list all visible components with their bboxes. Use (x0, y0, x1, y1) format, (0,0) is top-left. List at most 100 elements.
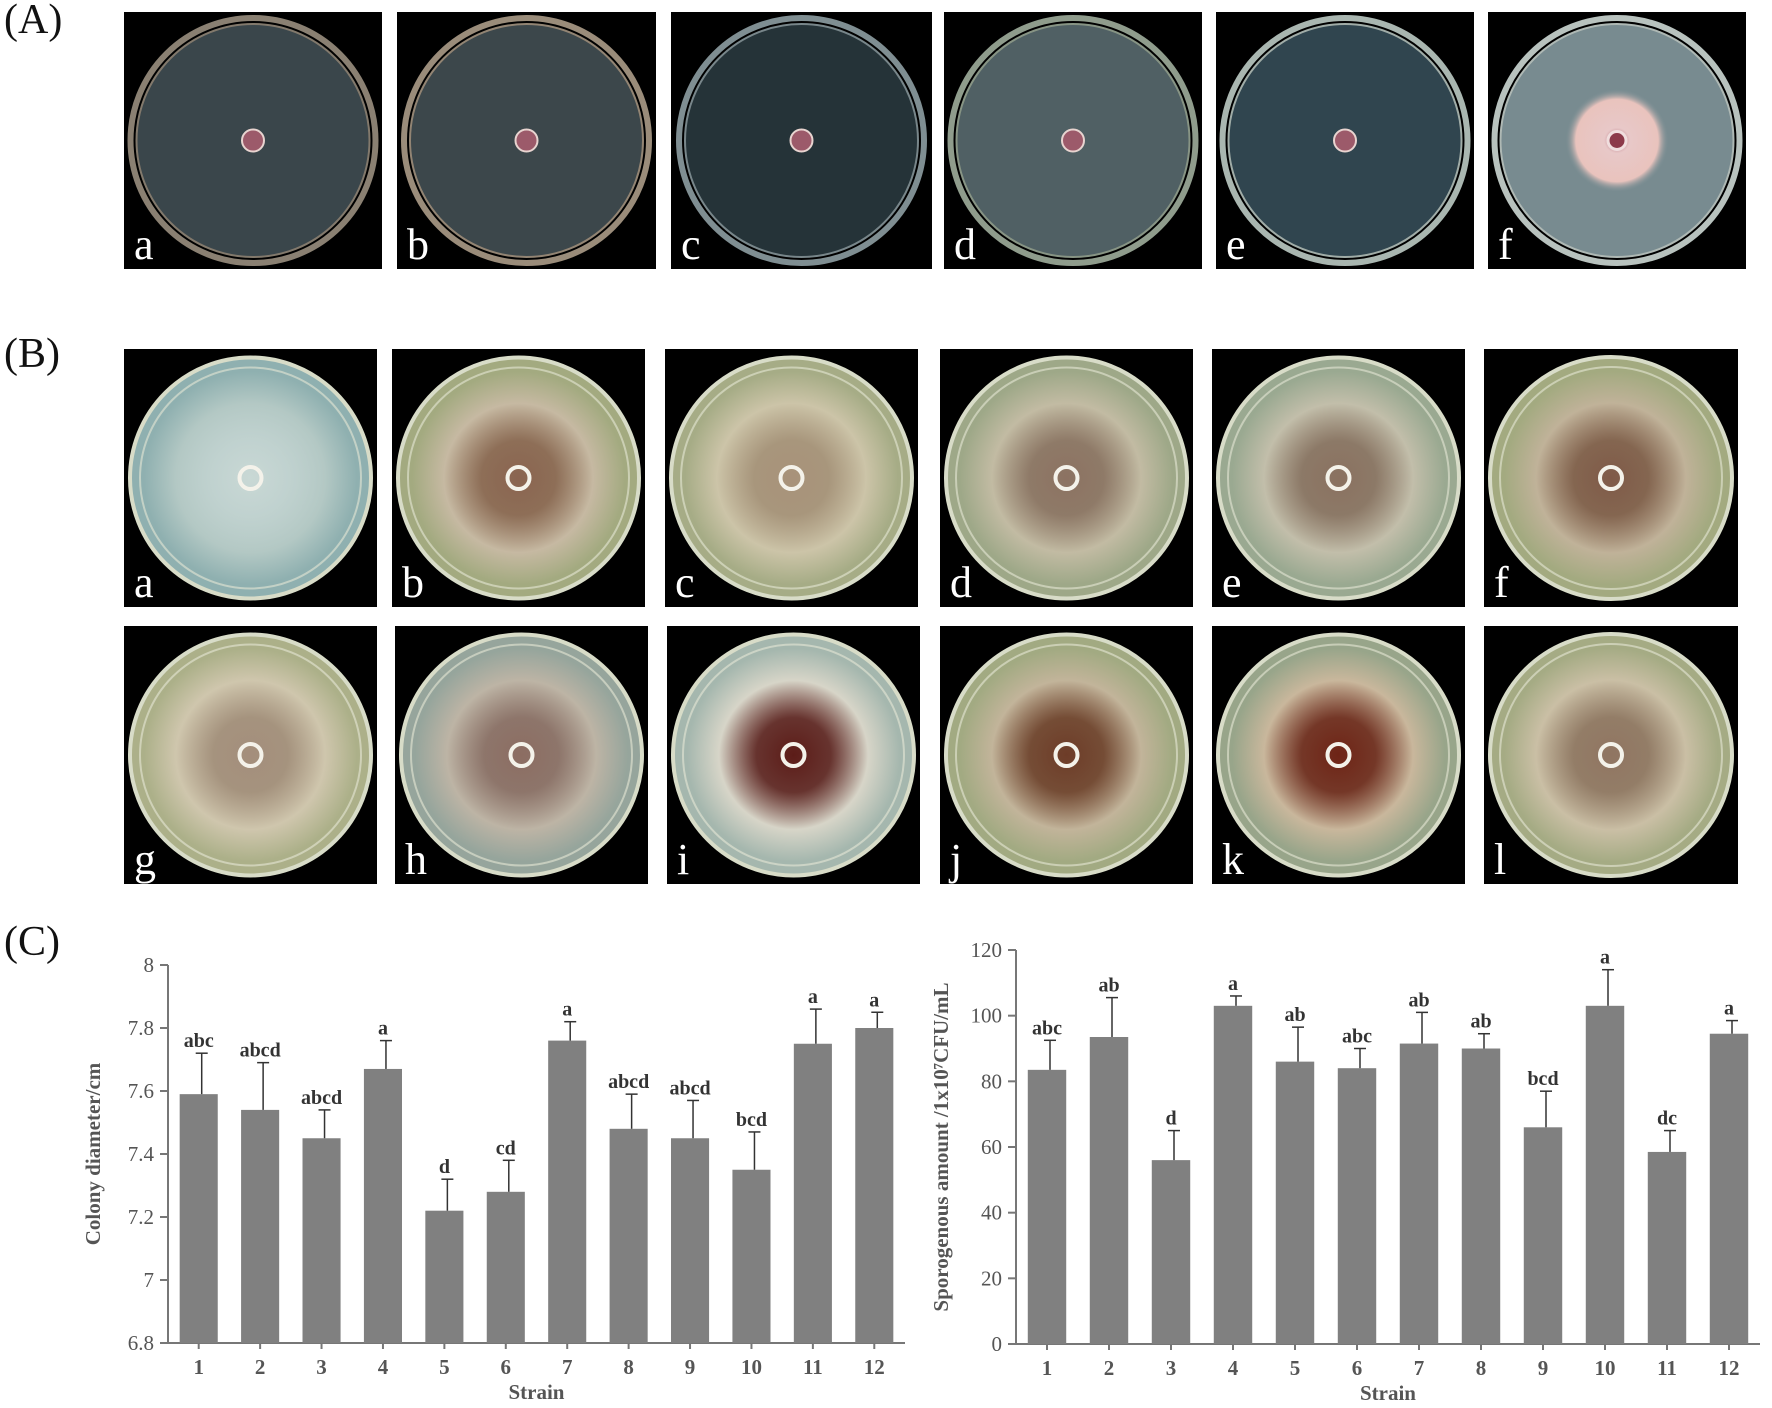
petri-dish-photo: l (1484, 626, 1738, 884)
petri-dish-image (396, 355, 641, 601)
plate-letter-label: e (1222, 558, 1242, 607)
significance-letter: ab (1284, 1004, 1305, 1026)
bar (1213, 1005, 1253, 1344)
x-tick-label: 8 (1476, 1356, 1487, 1380)
petri-dish-photo: b (392, 349, 645, 607)
y-tick-label: 7 (144, 1268, 155, 1292)
bar (1027, 1069, 1067, 1344)
x-tick-label: 9 (1538, 1356, 1549, 1380)
plate-letter-label: g (134, 835, 156, 884)
x-tick-label: 7 (562, 1355, 573, 1379)
significance-letter: abc (184, 1030, 214, 1052)
plate-letter-label: a (134, 220, 154, 269)
colony-diameter-chart: 6.8 7 7.2 7.4 7.6 7.8 8 1 2 3 4 5 6 7 8 9 10 11 12 abc abcd a… (80, 925, 920, 1405)
bar (425, 1210, 464, 1343)
petri-dish-photo: a (124, 349, 377, 607)
x-tick-label: 10 (741, 1355, 762, 1379)
petri-dish-photo: j (940, 626, 1193, 884)
petri-dish-photo: c (671, 12, 932, 269)
significance-letter: abcd (608, 1071, 649, 1093)
x-tick-label: 1 (193, 1355, 204, 1379)
sporogenous-amount-chart: 0 20 40 60 80 100 120 1 2 3 4 5 6 7 8 9 10 11 12 abc ab d a ab a… (925, 925, 1772, 1405)
significance-letter: a (1600, 947, 1610, 969)
plate-letter-label: f (1498, 220, 1513, 269)
petri-dish-image (1216, 355, 1461, 601)
significance-letter: ab (1470, 1011, 1491, 1033)
x-tick-label: 11 (803, 1355, 823, 1379)
bar (179, 1094, 218, 1343)
significance-letter: a (378, 1018, 388, 1040)
petri-dish-image (128, 632, 373, 878)
significance-letter: abc (1342, 1026, 1372, 1048)
bar (609, 1128, 648, 1343)
x-tick-label: 3 (1166, 1356, 1177, 1380)
petri-dish-photo: c (665, 349, 918, 607)
plate-letter-label: b (407, 220, 429, 269)
y-axis-title: Sporogenous amount /1x10⁷CFU/mL (929, 982, 953, 1311)
petri-dish-photo: g (124, 626, 377, 884)
y-tick-label: 6.8 (128, 1331, 154, 1355)
petri-dish-photo: a (124, 12, 382, 269)
x-tick-label: 4 (1228, 1356, 1239, 1380)
significance-letter: abcd (240, 1040, 281, 1062)
plate-letter-label: h (405, 835, 427, 884)
panel-label-a: (A) (4, 0, 63, 43)
plate-letter-label: j (950, 835, 963, 884)
petri-dish-photo: i (667, 626, 920, 884)
petri-dish-image (1491, 15, 1743, 266)
bar (1399, 1043, 1439, 1344)
petri-dish-image (1488, 355, 1734, 601)
x-axis-title: Strain (508, 1380, 564, 1404)
bar (671, 1138, 710, 1343)
y-tick-label: 80 (981, 1069, 1002, 1093)
significance-letter: d (1165, 1108, 1176, 1130)
x-tick-label: 5 (439, 1355, 450, 1379)
petri-dish-image (127, 15, 379, 266)
y-tick-label: 120 (971, 938, 1003, 962)
significance-letter: ab (1098, 975, 1119, 997)
petri-dish-photo: f (1488, 12, 1746, 269)
significance-letter: a (1724, 998, 1734, 1020)
x-tick-label: 7 (1414, 1356, 1425, 1380)
x-tick-label: 2 (255, 1355, 266, 1379)
petri-dish-photo: f (1484, 349, 1738, 607)
bar (548, 1040, 587, 1343)
significance-letter: ab (1408, 989, 1429, 1011)
petri-dish-photo: e (1212, 349, 1465, 607)
y-axis-title: Colony diameter/cm (81, 1062, 105, 1245)
y-tick-label: 0 (992, 1332, 1003, 1356)
x-tick-label: 9 (685, 1355, 696, 1379)
y-tick-label: 60 (981, 1135, 1002, 1159)
bar (793, 1043, 832, 1343)
y-tick-label: 100 (971, 1004, 1003, 1028)
significance-letter: dc (1657, 1108, 1677, 1130)
y-tick-label: 7.2 (128, 1205, 154, 1229)
x-tick-label: 3 (316, 1355, 327, 1379)
plate-letter-label: f (1494, 558, 1509, 607)
significance-letter: a (1228, 973, 1238, 995)
plate-letter-label: a (134, 558, 154, 607)
bar (1585, 1005, 1625, 1344)
panel-label-b: (B) (4, 331, 60, 377)
petri-dish-photo: k (1212, 626, 1465, 884)
y-tick-label: 20 (981, 1266, 1002, 1290)
panel-label-c: (C) (4, 919, 60, 965)
x-tick-label: 6 (501, 1355, 512, 1379)
significance-letter: abc (1032, 1017, 1062, 1039)
y-tick-label: 8 (144, 953, 155, 977)
plate-letter-label: b (402, 558, 424, 607)
x-tick-label: 11 (1657, 1356, 1677, 1380)
petri-dish-image (947, 15, 1199, 266)
y-tick-label: 40 (981, 1201, 1002, 1225)
bar (1151, 1160, 1191, 1344)
petri-dish-image (1216, 632, 1461, 878)
bar (1089, 1037, 1129, 1344)
bar (1647, 1151, 1687, 1344)
bar (1275, 1061, 1315, 1344)
petri-dish-photo: b (397, 12, 656, 269)
significance-letter: d (439, 1156, 450, 1178)
plate-letter-label: i (677, 835, 690, 884)
petri-dish-photo: d (940, 349, 1193, 607)
